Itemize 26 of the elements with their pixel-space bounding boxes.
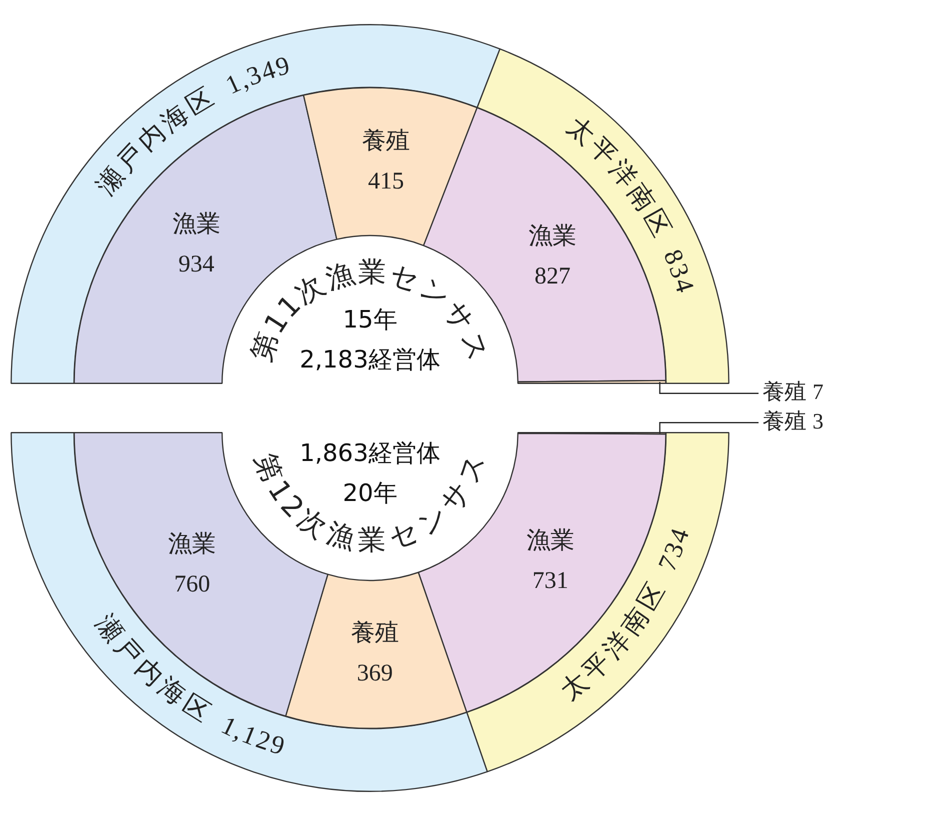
- slice-label: 漁業: [168, 532, 216, 558]
- data-label: 731: [532, 568, 568, 594]
- data-label: 834: [658, 245, 700, 296]
- data-label: 1,129: [216, 710, 288, 761]
- slice-label: 瀬戸内海区: [91, 82, 219, 200]
- slice-label: 養殖: [762, 408, 807, 434]
- slice-label: 漁業: [528, 223, 576, 250]
- slice-label: 養殖: [350, 620, 399, 647]
- data-label: 734: [652, 524, 695, 576]
- data-label: 415: [368, 168, 404, 194]
- data-label: 760: [174, 572, 210, 598]
- data-label: 369: [356, 660, 393, 687]
- slice-label: 養殖: [362, 127, 410, 154]
- text: 1,863経営体: [300, 439, 440, 468]
- data-label: 934: [178, 252, 214, 278]
- data-label: 3: [812, 408, 824, 434]
- text: 20年: [342, 478, 398, 507]
- data-label: 7: [812, 379, 824, 404]
- text: 2,183経営体: [300, 345, 440, 374]
- data-label: 827: [534, 263, 570, 290]
- data-label: 1,349: [221, 50, 293, 100]
- slice-label: 瀬戸内海区: [90, 608, 216, 728]
- slice-label: 漁業: [526, 528, 574, 554]
- text: 15年: [342, 306, 398, 334]
- slice-label: 養殖: [762, 379, 807, 404]
- slice-label: 漁業: [172, 212, 220, 238]
